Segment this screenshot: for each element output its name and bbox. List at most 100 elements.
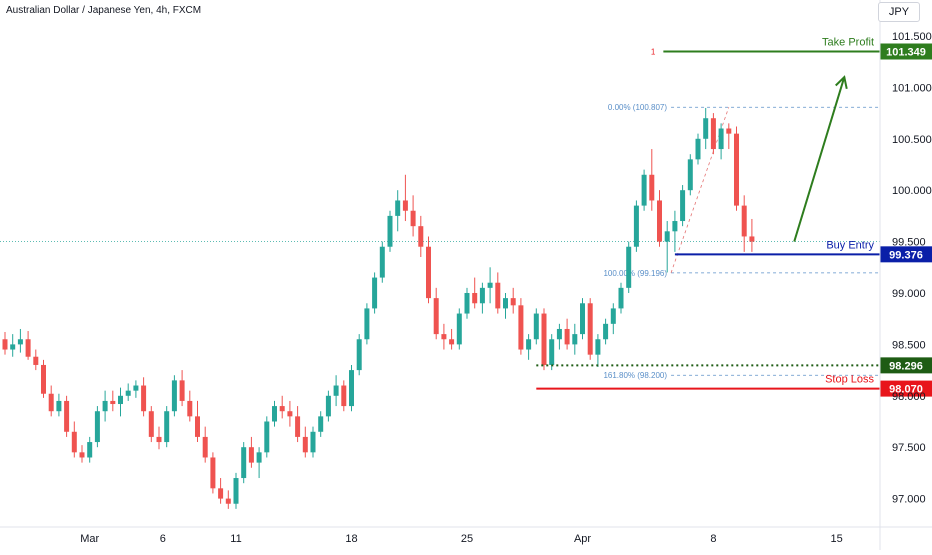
candle [541,313,547,365]
candle [518,305,524,350]
y-tick-label: 99.500 [892,237,926,249]
candle [318,416,324,432]
x-tick-label: Mar [80,533,99,545]
x-tick-label: 11 [230,533,241,545]
y-tick-label: 99.000 [892,288,926,300]
buy-entry-label: Buy Entry [826,239,874,251]
x-tick-label: Apr [574,533,591,545]
candle [649,174,655,201]
candle [202,436,208,458]
candle [71,431,77,453]
candle [79,452,85,458]
support-level-price-box [880,357,932,374]
candle [395,200,401,216]
candle [510,298,516,306]
candle [141,385,147,412]
projection-arrow [793,76,846,242]
candle [87,442,93,458]
candle [633,205,639,247]
candle [210,457,216,489]
candle [333,385,339,396]
candle [10,344,16,350]
candle [310,431,316,453]
candle [164,411,170,443]
buy-entry-price-box [880,246,932,263]
candle [325,395,331,417]
y-tick-label: 101.500 [892,31,932,43]
projection-arrow-head [835,75,848,90]
chart-title: Australian Dollar / Japanese Yen, 4h, FX… [6,5,202,16]
candle [626,246,632,288]
candle [156,436,162,443]
candle [426,246,431,299]
candle [610,308,616,324]
candle [379,246,385,278]
candle [479,287,485,304]
candle [33,356,39,365]
candle [195,416,200,437]
candle [618,287,624,309]
candle [441,334,447,340]
candle [549,339,555,365]
fib-start-marker: 1 [651,48,656,57]
candle [118,395,123,405]
x-tick-label: 15 [830,533,842,545]
x-tick-label: 18 [345,533,357,545]
candle [279,406,285,412]
candle [472,292,478,304]
candle [187,400,193,417]
candle [487,282,493,288]
candle [533,313,539,340]
candle [233,478,239,504]
x-tick-label: 8 [710,533,716,545]
candle [256,452,262,463]
candle [341,385,347,407]
candle [148,411,154,437]
candle [218,488,224,499]
candle [734,133,739,206]
candle [64,400,70,432]
candle [503,298,508,309]
candle [225,498,231,504]
candle [102,400,108,412]
candle [302,436,308,453]
candles-layer [2,107,755,509]
candle [295,416,301,437]
candle [710,118,716,150]
y-tick-label: 98.000 [892,391,926,403]
candle [410,210,416,227]
candle [272,406,277,422]
candle [572,334,578,345]
stop-loss-price-text: 98.070 [889,384,923,396]
y-tick-label: 100.000 [892,185,932,197]
candle [687,159,693,191]
candle [56,400,62,412]
candle [672,221,678,232]
candle [418,226,424,247]
candle [25,339,31,357]
candle [387,215,393,247]
candle [17,339,23,345]
candle [726,128,732,134]
candle [741,205,747,237]
currency-selector[interactable]: JPY [878,2,920,22]
candle [587,303,593,355]
candle [556,328,562,340]
buy-entry-price-text: 99.376 [889,249,923,261]
candle [464,292,470,314]
take-profit-price-box [880,43,932,60]
candle [41,364,46,394]
candle [526,339,532,350]
fib-level-label: 100.00% (99.196) [603,269,667,278]
candle [603,323,609,340]
y-tick-label: 98.500 [892,339,926,351]
x-tick-label: 6 [160,533,166,545]
candle [179,380,185,401]
candle [641,174,647,206]
candle [718,128,724,150]
candle [94,411,100,443]
candle [703,118,709,139]
y-tick-label: 97.000 [892,494,926,506]
